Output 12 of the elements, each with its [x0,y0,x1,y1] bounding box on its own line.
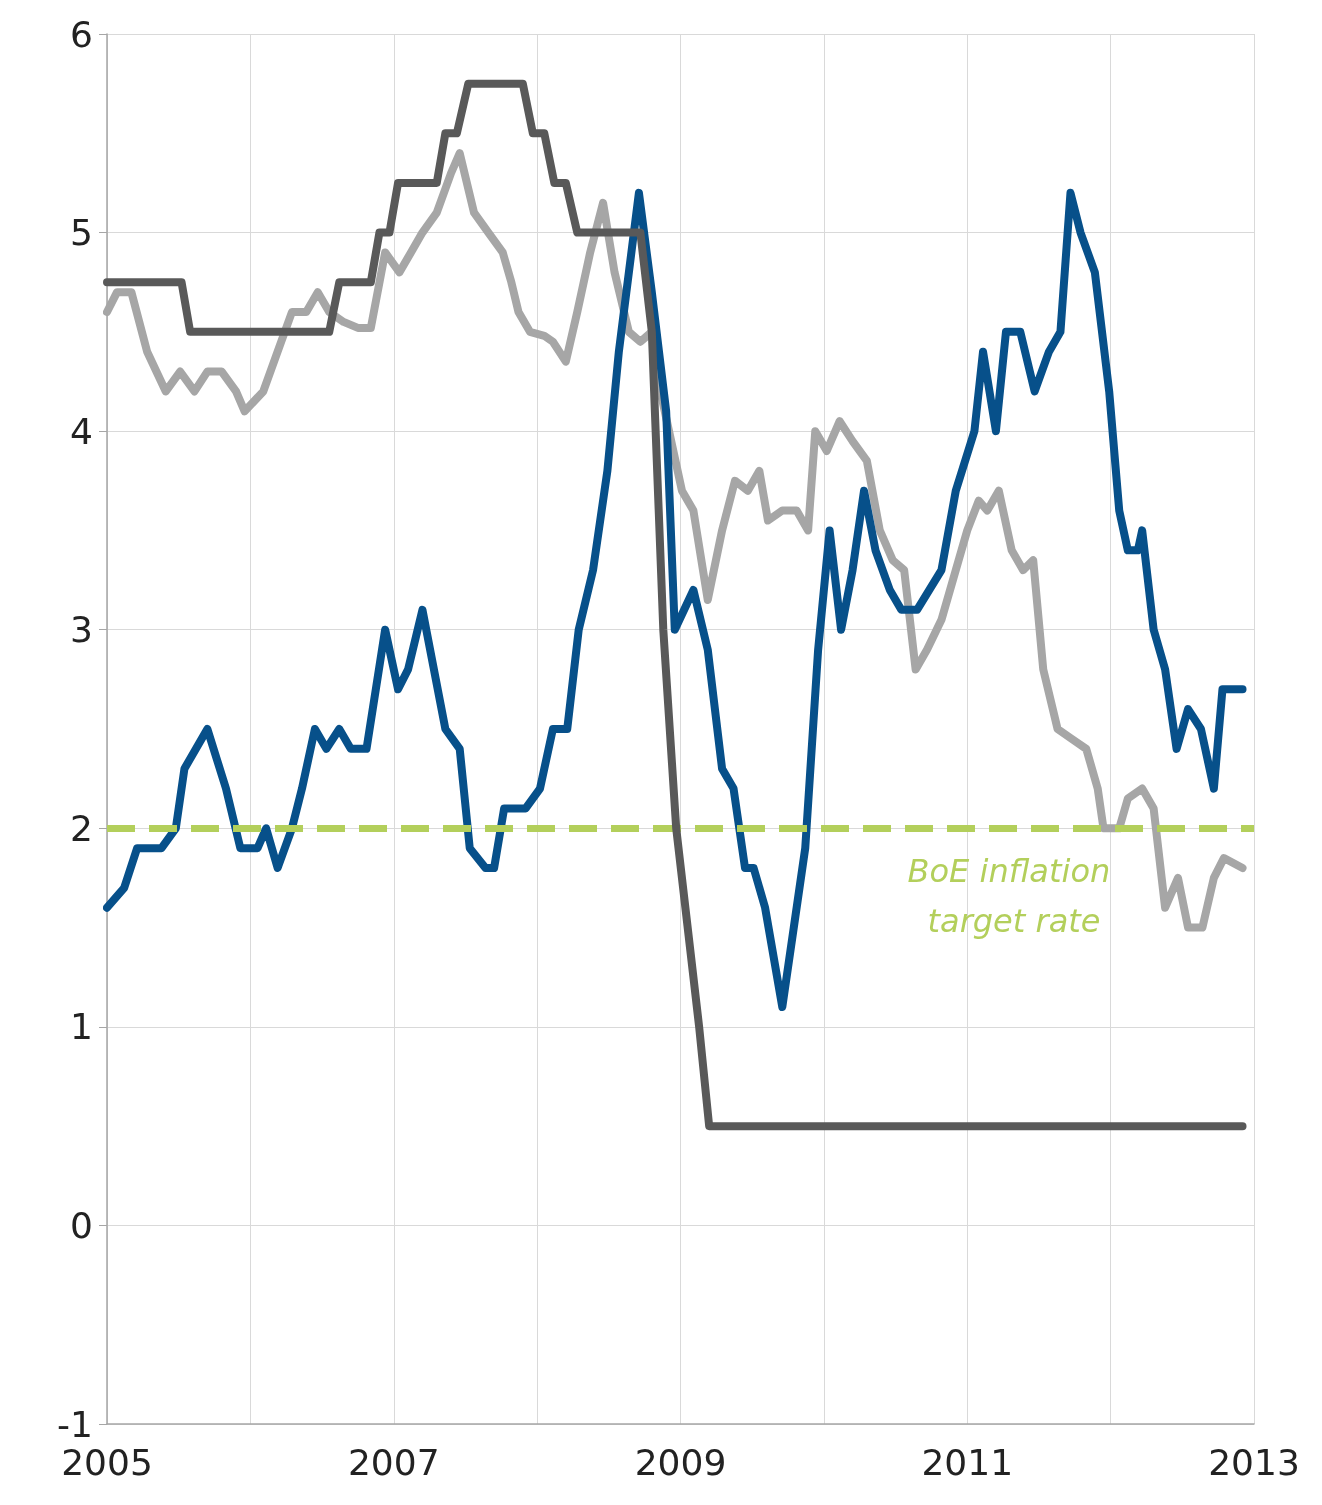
y-tick-label: 6 [70,13,93,55]
x-tick-label: 2009 [634,1441,727,1483]
y-tick-label: 1 [70,1006,93,1048]
y-tick-label: 2 [70,807,93,849]
x-tick-label: 2007 [347,1441,440,1483]
annotation: BoE inflation target rate [907,852,1121,940]
y-tick-label: 0 [70,1204,93,1246]
x-tick-label: 2011 [921,1441,1014,1483]
y-tick-label: 3 [70,609,93,651]
y-tick-label: 4 [70,410,93,452]
y-tick-label: 5 [70,212,93,254]
x-tick-label: 2013 [1208,1441,1300,1483]
